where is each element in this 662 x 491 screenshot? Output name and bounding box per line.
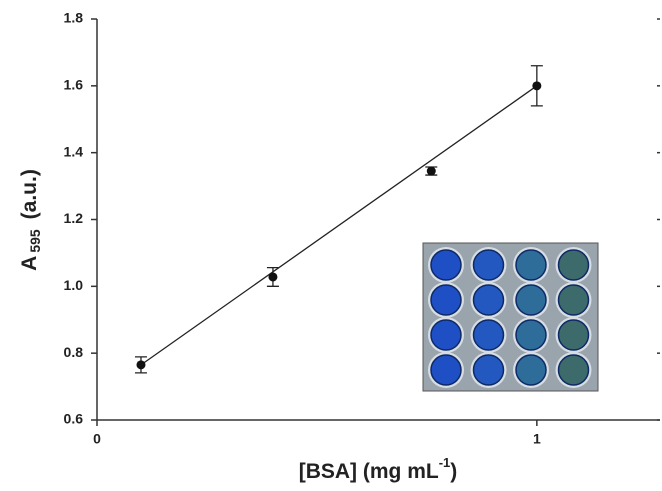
y-tick-label: 0.6 [64, 411, 84, 427]
well-liquid [559, 320, 589, 350]
data-point [136, 360, 145, 369]
well-liquid [474, 250, 504, 280]
page: {"chart_data": {"type": "scatter", "xlab… [0, 0, 662, 491]
data-point [268, 272, 277, 281]
well-liquid [431, 250, 461, 280]
x-tick-label: 0 [93, 431, 101, 447]
well-liquid [431, 285, 461, 315]
y-tick-label: 0.8 [64, 344, 84, 360]
y-tick-label: 1.2 [64, 210, 84, 226]
data-point [532, 81, 541, 90]
y-label-main: A [18, 256, 41, 271]
well-liquid [516, 355, 546, 385]
chart: [BSA] (mg mL-1) A 595 (a.u.) 0.6 0.8 1.0 1.2 1… [0, 0, 662, 491]
inset-photo [423, 243, 598, 391]
well-liquid [474, 355, 504, 385]
well-liquid [559, 250, 589, 280]
y-tick-label: 1.6 [64, 77, 84, 93]
y-tick-label: 1.8 [64, 10, 84, 26]
well-liquid [559, 355, 589, 385]
well-liquid [474, 320, 504, 350]
well-liquid [474, 285, 504, 315]
well-liquid [516, 285, 546, 315]
x-label-sup: -1 [439, 455, 451, 470]
well-liquid [559, 285, 589, 315]
x-label-main: [BSA] (mg mL [299, 460, 439, 483]
y-tick-label: 1.0 [64, 277, 84, 293]
x-tick-label: 1 [533, 431, 541, 447]
y-label-unit: (a.u.) [18, 169, 41, 219]
well-liquid [516, 250, 546, 280]
well-liquid [431, 355, 461, 385]
x-label-end: ) [450, 460, 457, 483]
x-axis-label: [BSA] (mg mL-1) [299, 455, 458, 482]
y-label-sub: 595 [27, 229, 43, 253]
y-axis-label: A 595 (a.u.) [18, 169, 43, 271]
well-liquid [431, 320, 461, 350]
y-tick-label: 1.4 [64, 143, 84, 159]
well-liquid [516, 320, 546, 350]
data-point [427, 167, 436, 176]
